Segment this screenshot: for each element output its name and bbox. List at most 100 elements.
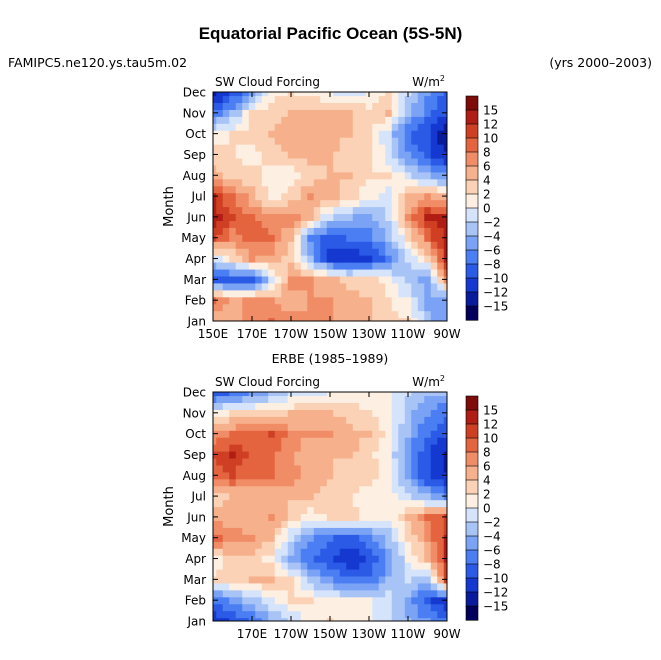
contour-cell (222, 402, 230, 410)
contour-cell (437, 185, 445, 194)
colorbar-box (465, 423, 479, 439)
contour-cell (222, 499, 230, 508)
contour-cell (365, 303, 373, 312)
contour-cell (352, 213, 360, 221)
contour-cell (235, 568, 243, 577)
contour-cell (339, 303, 347, 312)
contour-cell (222, 275, 230, 284)
contour-cell (242, 499, 250, 508)
contour-cell (378, 213, 386, 221)
contour-cell (242, 268, 250, 277)
contour-cell (437, 157, 445, 166)
contour-cell (443, 92, 447, 97)
contour-cell (326, 499, 334, 508)
contour-cell (443, 527, 447, 535)
contour-cell (365, 575, 373, 584)
contour-cell (391, 395, 399, 404)
contour-cell (216, 92, 224, 97)
contour-cell (248, 430, 256, 438)
contour-cell (372, 450, 380, 459)
contour-cell (307, 150, 315, 159)
contour-cell (404, 268, 412, 277)
contour-cell (430, 534, 438, 542)
contour-cell (359, 144, 367, 152)
contour-cell (235, 171, 243, 180)
contour-cell (320, 423, 328, 431)
y-tick-label: Oct (185, 127, 206, 141)
contour-cell (248, 234, 256, 242)
contour-cell (242, 164, 250, 173)
contour-cell (235, 485, 243, 494)
contour-cell (372, 178, 380, 187)
contour-cell (378, 248, 386, 256)
contour-cell (320, 520, 328, 528)
contour-cell (213, 520, 217, 528)
contour-cell (346, 575, 354, 584)
contour-cell (391, 464, 399, 473)
contour-cell (248, 199, 256, 208)
contour-cell (424, 416, 432, 424)
contour-cell (372, 262, 380, 270)
contour-cell (326, 430, 334, 438)
contour-cell (255, 296, 263, 305)
contour-cell (268, 499, 276, 508)
contour-cell (242, 192, 250, 201)
contour-cell (398, 192, 406, 201)
contour-cell (294, 116, 302, 124)
contour-cell (404, 582, 412, 591)
contour-cell (261, 192, 269, 201)
contour-cell (294, 416, 302, 424)
contour-cell (320, 310, 328, 319)
contour-cell (424, 555, 432, 563)
contour-cell (300, 555, 308, 563)
contour-cell (404, 589, 412, 598)
contour-cell (255, 150, 263, 159)
contour-cell (248, 485, 256, 494)
contour-cell (430, 423, 438, 431)
contour-cell (372, 392, 380, 397)
contour-cell (300, 317, 308, 321)
contour-cell (391, 402, 399, 410)
contour-cell (255, 130, 263, 138)
contour-cell (378, 464, 386, 473)
contour-cell (346, 527, 354, 535)
contour-cell (222, 520, 230, 528)
contour-cell (235, 234, 243, 242)
contour-cell (326, 478, 334, 487)
contour-cell (378, 499, 386, 508)
contour-cell (378, 206, 386, 215)
contour-cell (333, 178, 341, 187)
contour-cell (385, 548, 393, 556)
contour-cell (216, 95, 224, 104)
contour-cell (216, 241, 224, 249)
contour-cell (365, 596, 373, 605)
contour-cell (398, 150, 406, 159)
contour-cell (404, 144, 412, 152)
contour-cell (235, 185, 243, 194)
contour-cell (213, 92, 217, 97)
contour-cell (404, 234, 412, 242)
contour-cell (359, 603, 367, 612)
contour-cell (326, 227, 334, 235)
contour-cell (268, 513, 276, 521)
contour-cell (326, 402, 334, 410)
contour-cell (248, 296, 256, 305)
contour-cell (313, 471, 321, 480)
contour-cell (443, 206, 447, 215)
contour-cell (235, 450, 243, 459)
contour-cell (307, 144, 315, 152)
contour-cell (333, 213, 341, 221)
contour-cell (339, 575, 347, 584)
contour-cell (346, 392, 354, 397)
contour-cell (235, 534, 243, 542)
contour-cell (398, 610, 406, 619)
contour-cell (274, 603, 282, 612)
contour-cell (242, 457, 250, 466)
contour-cell (391, 220, 399, 228)
contour-cell (411, 255, 419, 263)
contour-cell (222, 206, 230, 215)
contour-cell (443, 164, 447, 173)
contour-cell (320, 603, 328, 612)
contour-cell (424, 437, 432, 445)
contour-cell (437, 220, 445, 228)
